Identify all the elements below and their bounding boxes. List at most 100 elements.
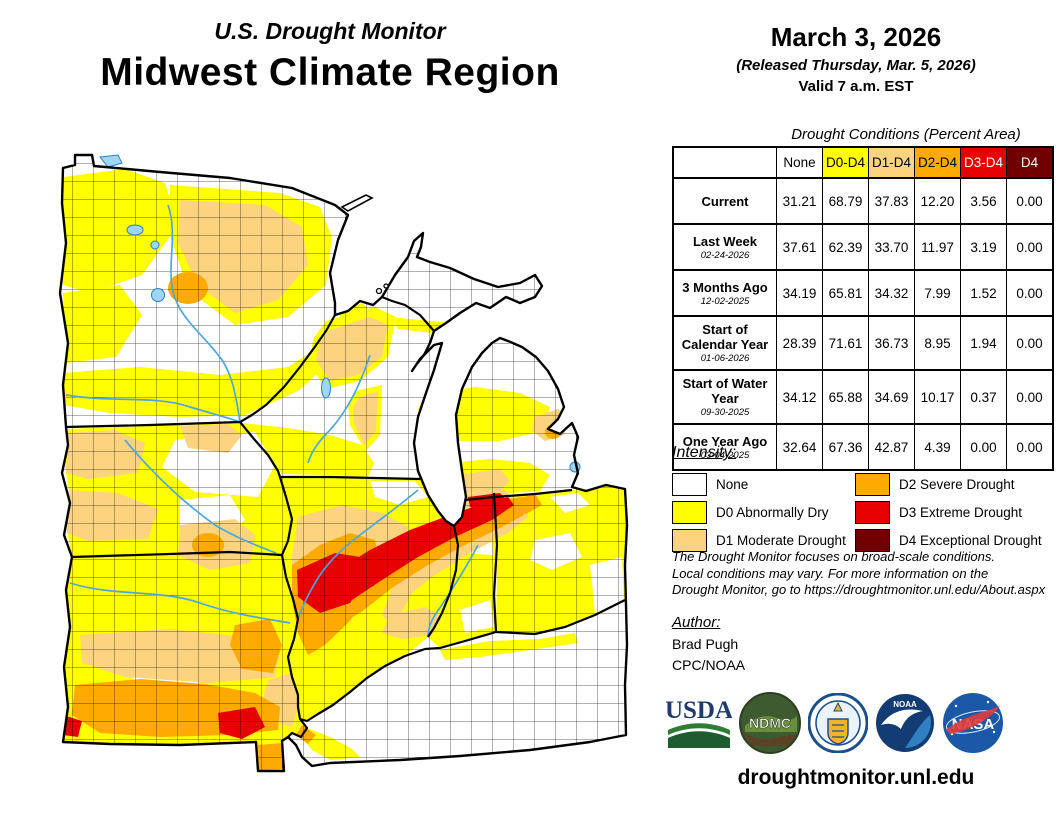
usda-logo-icon: USDA — [666, 697, 732, 748]
row-date: 02-24-2026 — [700, 249, 750, 261]
rivers-layer — [65, 204, 479, 638]
value-cell: 34.12 — [776, 369, 823, 425]
footer-url: droughtmonitor.unl.edu — [737, 766, 975, 789]
noaa-logo-icon: NOAA — [876, 694, 934, 752]
region-title: Midwest Climate Region — [100, 51, 560, 94]
value-cell: 0.00 — [960, 423, 1007, 471]
svg-text:NDMC: NDMC — [749, 715, 791, 731]
legend-item-d0: D0 Abnormally Dry — [672, 498, 855, 526]
d1-swatch — [672, 528, 707, 552]
table-row: One Year Ago 03-04-2025 32.64 67.36 42.87 4.3… — [672, 423, 1054, 471]
svg-text:NOAA: NOAA — [893, 700, 917, 709]
value-cell: 37.61 — [776, 223, 823, 271]
islands — [340, 194, 389, 295]
author-org: CPC/NOAA — [672, 657, 746, 673]
value-cell: 33.70 — [868, 223, 915, 271]
value-cell: 0.00 — [1006, 269, 1054, 317]
value-cell: 0.00 — [1006, 177, 1054, 225]
row-label: Last Week 02-24-2026 — [672, 223, 777, 271]
value-cell: 0.37 — [960, 369, 1007, 425]
value-cell: 65.88 — [822, 369, 869, 425]
column-header-d4: D4 — [1006, 146, 1054, 179]
intensity-legend: Intensity: None D0 Abnormally Dry D1 Moder… — [672, 444, 1052, 554]
column-header-d2-d4: D2-D4 — [914, 146, 961, 179]
release-date: March 3, 2026 — [770, 22, 942, 52]
row-date: 01-06-2026 — [700, 353, 750, 364]
legend-label: D4 Exceptional Drought — [899, 532, 1042, 548]
value-cell: 32.64 — [776, 423, 823, 471]
table-corner-cell — [673, 147, 777, 178]
value-cell: 3.19 — [960, 223, 1007, 271]
value-cell: 62.39 — [822, 223, 869, 271]
legend-title: Intensity: — [672, 444, 737, 461]
value-cell: 37.83 — [868, 177, 915, 225]
release-valid-time: Valid 7 a.m. EST — [798, 78, 914, 95]
value-cell: 0.00 — [1006, 369, 1054, 425]
table-row: Current 31.21 68.79 37.83 12.20 3.56 0.00 — [672, 177, 1054, 225]
value-cell: 11.97 — [914, 223, 961, 271]
drought-conditions-table: None D0-D4 D1-D4 D2-D4 D3-D4 D4 Current 31.21 6… — [672, 146, 1054, 471]
column-header-d3-d4: D3-D4 — [960, 146, 1007, 179]
value-cell: 31.21 — [776, 177, 823, 225]
table-row: Last Week 02-24-2026 37.61 62.39 33.70 11.97 3… — [672, 223, 1054, 271]
row-label: One Year Ago 03-04-2025 — [672, 423, 777, 471]
table-row: Start of Calendar Year 01-06-2026 28.39 71.… — [672, 315, 1054, 371]
release-block: March 3, 2026 (Released Thursday, Mar. 5… — [672, 22, 1040, 95]
value-cell: 8.95 — [914, 315, 961, 371]
value-cell: 34.32 — [868, 269, 915, 317]
row-label: 3 Months Ago 12-02-2025 — [672, 269, 777, 317]
row-date: 03-04-2025 — [700, 449, 750, 461]
legend-item-d1: D1 Moderate Drought — [672, 526, 855, 554]
legend-item-none: None — [672, 470, 855, 498]
value-cell: 36.73 — [868, 315, 915, 371]
legend-label: D3 Extreme Drought — [899, 504, 1023, 520]
legend-item-d4: D4 Exceptional Drought — [855, 526, 1052, 554]
row-date: 12-02-2025 — [700, 295, 750, 307]
legend-label: D0 Abnormally Dry — [716, 504, 829, 520]
d0-swatch — [672, 500, 707, 524]
legend-item-d2: D2 Severe Drought — [855, 470, 1052, 498]
value-cell: 1.94 — [960, 315, 1007, 371]
value-cell: 34.19 — [776, 269, 823, 317]
value-cell: 0.00 — [1006, 223, 1054, 271]
legend-grid: None D0 Abnormally Dry D1 Moderate Drought… — [672, 470, 1052, 554]
percent-area-table: None D0-D4 D1-D4 D2-D4 D3-D4 D4 Current 31.21 6… — [672, 146, 1054, 471]
d2-swatch — [855, 472, 890, 496]
commerce-seal-icon — [808, 693, 868, 753]
value-cell: 1.52 — [960, 269, 1007, 317]
value-cell: 0.00 — [1006, 315, 1054, 371]
author-title: Author: — [672, 614, 721, 631]
row-date: 09-30-2025 — [700, 407, 750, 418]
value-cell: 3.56 — [960, 177, 1007, 225]
value-cell: 68.79 — [822, 177, 869, 225]
value-cell: 0.00 — [1006, 423, 1054, 471]
none-swatch — [672, 472, 707, 496]
table-row: Start of Water Year 09-30-2025 34.12 65.88 3… — [672, 369, 1054, 425]
legend-label: D2 Severe Drought — [899, 476, 1015, 492]
title-block: U.S. Drought Monitor Midwest Climate Reg… — [0, 18, 660, 95]
value-cell: 65.81 — [822, 269, 869, 317]
table-row: 3 Months Ago 12-02-2025 34.19 65.81 34.32 7.9… — [672, 269, 1054, 317]
drought-map — [30, 145, 660, 805]
svg-text:USDA: USDA — [666, 697, 732, 724]
row-label: Start of Water Year 09-30-2025 — [672, 369, 777, 425]
author-block: Author: Brad Pugh CPC/NOAA — [672, 614, 972, 673]
d4-swatch — [855, 528, 890, 552]
county-grid — [60, 155, 627, 771]
legend-label: D1 Moderate Drought — [716, 532, 846, 548]
midwest-map-svg — [58, 153, 629, 773]
report-title: U.S. Drought Monitor — [214, 18, 446, 44]
nasa-logo-icon: NASA — [943, 693, 1003, 753]
value-cell: 34.69 — [868, 369, 915, 425]
row-label: Current — [672, 177, 777, 225]
state-borders — [65, 295, 626, 740]
d3-swatch — [855, 500, 890, 524]
column-header-d0-d4: D0-D4 — [822, 146, 869, 179]
column-header-none: None — [776, 146, 823, 179]
value-cell: 42.87 — [868, 423, 915, 471]
agency-logos: USDA NDMC NOAA NASA — [666, 692, 1046, 754]
release-subtitle: (Released Thursday, Mar. 5, 2026) — [736, 57, 976, 74]
column-header-d1-d4: D1-D4 — [868, 146, 915, 179]
legend-item-d3: D3 Extreme Drought — [855, 498, 1052, 526]
value-cell: 67.36 — [822, 423, 869, 471]
